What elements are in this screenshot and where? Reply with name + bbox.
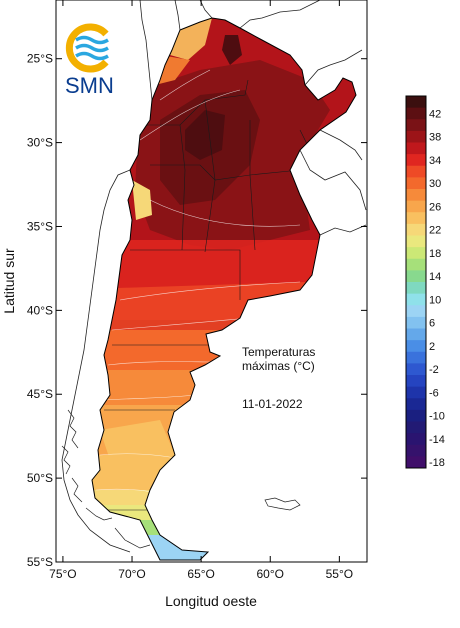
chile-coast-islands — [61, 409, 301, 549]
colorbar-label: 42 — [429, 108, 441, 120]
colorbar-frame — [405, 95, 427, 469]
colorbar-swatch — [406, 270, 426, 283]
x-tick-label: 60°O — [257, 567, 284, 581]
colorbar: 42 38 34 30 26 22 18 14 10 6 2 -2 -6 -10 -14 -18 — [405, 95, 445, 469]
y-tick-label: 40°S — [27, 303, 53, 317]
smn-logo-icon — [65, 23, 109, 73]
colorbar-swatch — [406, 409, 426, 422]
colorbar-swatch — [406, 107, 426, 120]
colorbar-label: 34 — [429, 155, 441, 167]
y-tick-label: 25°S — [27, 52, 53, 66]
colorbar-swatch — [406, 386, 426, 399]
x-tick-label: 70°O — [118, 567, 145, 581]
annotation-line-1: Temperaturas — [242, 345, 315, 359]
colorbar-swatch — [406, 189, 426, 202]
x-tick-label: 65°O — [187, 567, 214, 581]
colorbar-label: 14 — [429, 271, 441, 283]
colorbar-swatch — [406, 177, 426, 190]
y-tick-label: 50°S — [27, 471, 53, 485]
neighbor-borders — [61, 0, 367, 553]
colorbar-swatch — [406, 247, 426, 260]
colorbar-swatch — [406, 130, 426, 143]
colorbar-swatch — [406, 444, 426, 457]
y-axis: 25°S 30°S 35°S 40°S 45°S 50°S 55°S — [27, 52, 367, 569]
colorbar-swatch — [406, 340, 426, 353]
colorbar-swatch — [406, 282, 426, 295]
colorbar-swatch — [406, 293, 426, 306]
colorbar-swatch — [406, 421, 426, 434]
annotation-line-2: máximas (°C) — [242, 359, 315, 373]
colorbar-swatch — [406, 142, 426, 155]
annotation-date: 11-01-2022 — [242, 397, 303, 411]
y-axis-title: Latitud sur — [1, 248, 17, 314]
y-tick-label: 35°S — [27, 219, 53, 233]
colorbar-swatch — [406, 223, 426, 236]
smn-logo-text: SMN — [65, 73, 114, 98]
colorbar-label: -10 — [429, 411, 445, 423]
colorbar-swatch — [406, 456, 426, 469]
x-axis-title: Longitud oeste — [165, 593, 257, 609]
colorbar-label: 6 — [429, 318, 435, 330]
colorbar-swatch — [406, 212, 426, 225]
colorbar-swatch — [406, 96, 426, 109]
plot-frame — [55, 0, 368, 563]
colorbar-swatch — [406, 200, 426, 213]
y-tick-label: 45°S — [27, 387, 53, 401]
colorbar-label: -14 — [429, 434, 445, 446]
colorbar-label: 22 — [429, 225, 441, 237]
colorbar-swatch — [406, 363, 426, 376]
y-tick-label: 30°S — [27, 136, 53, 150]
colorbar-label: 10 — [429, 294, 441, 306]
x-axis: 75°O 70°O 65°O 60°O 55°O — [49, 0, 353, 581]
colorbar-label: 18 — [429, 248, 441, 260]
colorbar-swatch — [406, 351, 426, 364]
isotherms — [95, 69, 301, 493]
colorbar-swatch — [406, 154, 426, 167]
colorbar-swatch — [406, 375, 426, 388]
colorbar-swatch — [406, 316, 426, 329]
colorbar-swatch — [406, 433, 426, 446]
colorbar-label: 2 — [429, 341, 435, 353]
colorbar-label: -18 — [429, 457, 445, 469]
x-tick-label: 55°O — [326, 567, 353, 581]
colorbar-label: 30 — [429, 178, 441, 190]
colorbar-swatch — [406, 119, 426, 132]
colorbar-swatch — [406, 258, 426, 271]
smn-logo: SMN — [65, 23, 114, 98]
colorbar-swatch — [406, 305, 426, 318]
y-tick-label: 55°S — [27, 555, 53, 569]
colorbar-label: 38 — [429, 132, 441, 144]
x-tick-label: 75°O — [49, 567, 76, 581]
colorbar-swatch — [406, 398, 426, 411]
colorbar-label: -2 — [429, 364, 439, 376]
colorbar-label: -6 — [429, 387, 439, 399]
colorbar-label: 26 — [429, 201, 441, 213]
colorbar-swatch — [406, 165, 426, 178]
colorbar-swatch — [406, 235, 426, 248]
colorbar-swatch — [406, 328, 426, 341]
